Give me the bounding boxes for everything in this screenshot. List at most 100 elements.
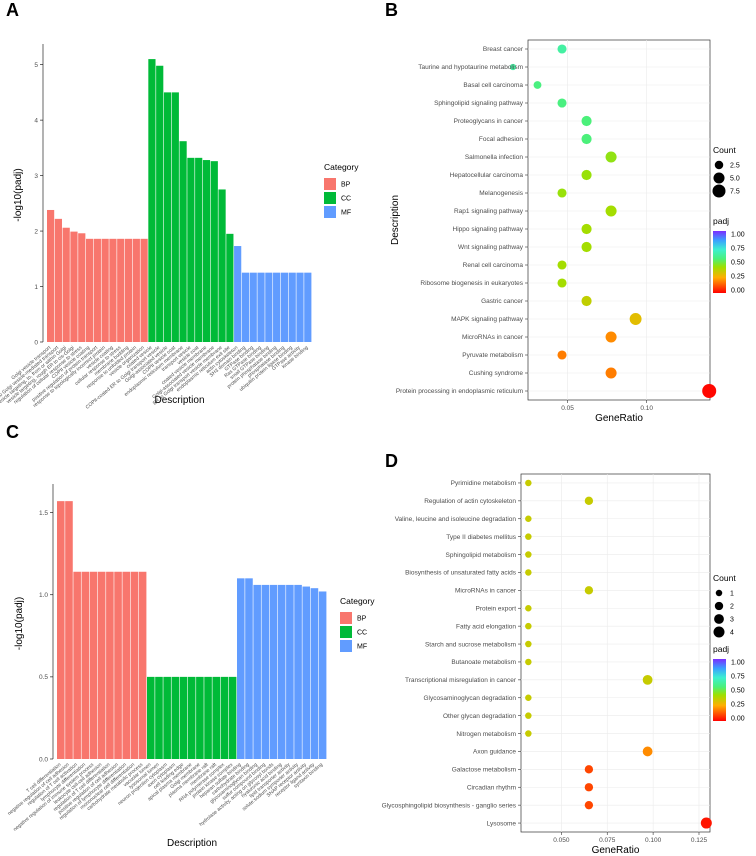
bar <box>89 571 98 759</box>
y-tick-label: 0.0 <box>39 756 48 763</box>
legend-size-dot <box>714 614 724 624</box>
y-tick-label: Focal adhesion <box>479 136 523 143</box>
y-tick-label: Circadian rhythm <box>467 784 516 791</box>
legend-label: 2 <box>730 604 734 611</box>
bar <box>187 676 196 759</box>
bar <box>122 571 131 759</box>
legend-size-dot <box>712 184 726 198</box>
padj-colorbar <box>713 231 726 293</box>
legend-label: 4 <box>730 630 734 637</box>
dot <box>584 586 594 595</box>
dot <box>533 81 542 89</box>
bar <box>234 246 242 342</box>
legend-label: 1.00 <box>731 232 745 239</box>
legend-swatch <box>340 626 352 638</box>
x-tick-label: 0.075 <box>599 837 616 844</box>
dot <box>581 169 592 181</box>
size-legend: Count 1 2 3 4 <box>713 573 736 638</box>
y-tick-label: MicroRNAs in cancer <box>455 588 517 595</box>
legend-label: MF <box>357 644 367 651</box>
y-tick-label: Biosynthesis of unsaturated fatty acids <box>405 570 517 577</box>
bar <box>261 584 270 759</box>
bar <box>204 676 212 759</box>
y-tick-label: Pyruvate metabolism <box>462 352 523 359</box>
bar <box>140 238 148 342</box>
bar <box>163 92 172 343</box>
legend-label: BP <box>341 182 351 189</box>
bar <box>257 272 265 342</box>
bar <box>93 238 101 342</box>
legend-size-dot <box>713 626 725 638</box>
dot <box>525 533 532 540</box>
bar <box>109 238 117 342</box>
y-tick-label: MicroRNAs in cancer <box>462 334 524 341</box>
panel-letter: B <box>385 0 398 20</box>
x-axis-title: Description <box>154 395 204 406</box>
y-tick-label: 1.0 <box>39 592 48 599</box>
bar <box>280 272 289 342</box>
dot <box>525 694 532 701</box>
x-tick-label: 0.100 <box>645 837 662 844</box>
panel-letter: A <box>6 0 19 20</box>
x-axis-title: GeneRatio <box>595 413 643 424</box>
y-tick-label: 1.5 <box>39 510 48 517</box>
legend-size-dot <box>713 172 725 184</box>
dot <box>557 98 567 108</box>
y-tick-label: Galactose metabolism <box>452 767 516 774</box>
dot <box>584 765 594 774</box>
x-tick-label: 0.050 <box>553 837 570 844</box>
dot <box>642 674 653 685</box>
legend-label: CC <box>357 630 367 637</box>
bar <box>97 571 106 759</box>
y-tick-label: Transcriptional misregulation in cancer <box>405 677 517 684</box>
y-tick-label: Ribosome biogenesis in eukaryotes <box>420 280 523 287</box>
y-tick-label: Regulation of actin cytoskeleton <box>424 498 516 505</box>
dot <box>642 746 653 757</box>
y-axis-title: -log10(padj) <box>13 168 24 221</box>
legend-size-dot <box>714 160 724 170</box>
y-tick-label: Cushing syndrome <box>469 370 524 377</box>
bar <box>196 676 204 759</box>
y-axis-title: -log10(padj) <box>14 597 25 650</box>
legend-title: Count <box>713 145 736 155</box>
legend-swatch <box>340 640 352 652</box>
bar <box>130 571 139 759</box>
dot <box>581 133 592 145</box>
y-tick-label: Sphingolipid metabolism <box>446 552 516 559</box>
y-tick-label: 0 <box>34 339 38 346</box>
y-tick-label: Gastric cancer <box>481 298 524 305</box>
dot <box>605 205 617 217</box>
bar <box>226 233 234 342</box>
x-axis-title: GeneRatio <box>592 845 640 856</box>
dot <box>605 367 617 379</box>
bar <box>138 571 147 759</box>
bar <box>302 586 311 759</box>
y-tick-label: 2 <box>34 228 38 235</box>
y-tick-label: Proteoglycans in cancer <box>454 118 524 125</box>
bar <box>47 209 55 342</box>
panel-letter: C <box>6 422 19 442</box>
bar <box>179 141 187 342</box>
y-axis-title: Description <box>390 195 401 245</box>
dot <box>557 188 567 198</box>
bar <box>277 584 286 759</box>
legend-label: 0.00 <box>731 288 745 295</box>
dot <box>525 515 532 522</box>
bar <box>62 227 70 342</box>
legend-title: Category <box>340 596 375 606</box>
plot-panel <box>527 39 711 401</box>
bar <box>249 272 257 342</box>
bar <box>54 218 62 342</box>
bar <box>228 676 237 759</box>
y-tick-label: Valine, leucine and isoleucine degradati… <box>395 516 517 523</box>
bar <box>245 578 253 759</box>
y-tick-label: 3 <box>34 173 38 180</box>
bar <box>78 233 86 342</box>
y-tick-label: Breast cancer <box>483 46 524 53</box>
bar <box>70 231 78 342</box>
bar <box>294 584 302 759</box>
bar <box>218 189 226 342</box>
bar <box>57 501 65 759</box>
y-tick-label: Salmonella infection <box>465 154 524 161</box>
